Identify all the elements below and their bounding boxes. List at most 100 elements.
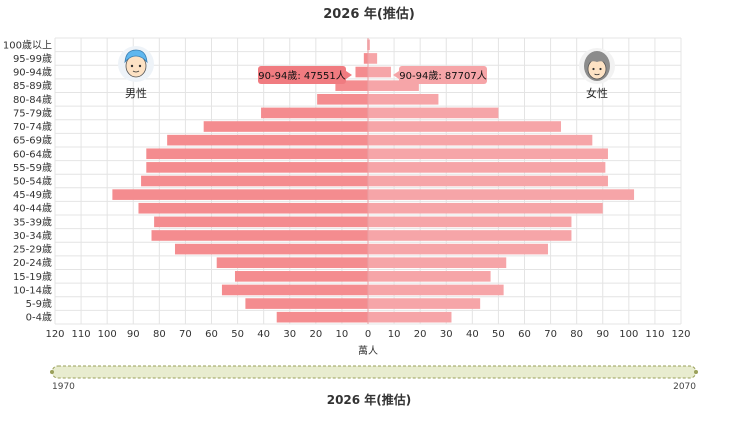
male-bar[interactable] xyxy=(276,311,368,323)
male-bar[interactable] xyxy=(146,162,368,173)
category-label: 40-44歲 xyxy=(13,202,52,215)
x-tick-label: 10 xyxy=(388,329,401,340)
male-bar[interactable] xyxy=(151,230,368,241)
female-bar[interactable] xyxy=(368,134,593,146)
x-tick-label: 60 xyxy=(518,329,531,340)
category-label: 0-4歲 xyxy=(26,311,52,324)
x-tick-label: 30 xyxy=(283,329,296,340)
legend-male-label: 男性 xyxy=(125,86,147,100)
female-bar[interactable] xyxy=(368,66,391,78)
female-bar[interactable] xyxy=(368,284,504,296)
male-bar[interactable] xyxy=(355,66,368,78)
female-bar[interactable] xyxy=(368,148,608,160)
female-bar[interactable] xyxy=(368,93,439,105)
x-tick-label: 10 xyxy=(336,329,349,340)
x-tick-label: 20 xyxy=(414,329,427,340)
x-tick-label: 70 xyxy=(544,329,557,340)
male-bar[interactable] xyxy=(317,93,368,105)
category-label: 85-89歲 xyxy=(13,79,52,92)
male-avatar-icon xyxy=(118,46,154,82)
x-tick-label: 40 xyxy=(257,329,270,340)
female-bar[interactable] xyxy=(368,39,370,51)
male-bar[interactable] xyxy=(141,175,368,187)
female-bar[interactable] xyxy=(368,216,572,228)
bottom-year-title: 2026 年(推估) xyxy=(327,392,412,407)
category-label: 30-34歲 xyxy=(13,229,52,242)
category-label: 80-84歲 xyxy=(13,93,52,106)
category-label: 100歲以上 xyxy=(3,38,52,51)
male-bar[interactable] xyxy=(167,134,368,146)
female-bar[interactable] xyxy=(368,257,507,269)
male-bar[interactable] xyxy=(146,148,368,160)
female-bar[interactable] xyxy=(368,271,491,282)
male-bar[interactable] xyxy=(335,80,368,91)
female-bar[interactable] xyxy=(368,230,572,241)
category-label: 65-69歲 xyxy=(13,134,52,147)
male-tooltip: 90-94歲: 47551人 xyxy=(258,66,352,84)
x-tick-label: 90 xyxy=(127,329,140,340)
x-tick-label: 90 xyxy=(596,329,609,340)
male-tooltip-text: 90-94歲: 47551人 xyxy=(258,69,345,82)
male-bar[interactable] xyxy=(154,216,368,228)
category-label: 95-99歲 xyxy=(13,52,52,65)
year-slider[interactable] xyxy=(50,365,698,379)
category-label: 70-74歲 xyxy=(13,120,52,133)
male-bar[interactable] xyxy=(221,284,368,296)
male-bar[interactable] xyxy=(138,202,368,214)
male-bar[interactable] xyxy=(203,121,368,132)
male-bar[interactable] xyxy=(174,243,368,255)
category-label: 75-79歲 xyxy=(13,106,52,119)
female-bar[interactable] xyxy=(368,162,606,173)
x-tick-label: 80 xyxy=(570,329,583,340)
female-bar[interactable] xyxy=(368,80,419,91)
male-bar[interactable] xyxy=(216,257,368,269)
category-label: 25-29歲 xyxy=(13,243,52,256)
female-bar[interactable] xyxy=(368,175,608,187)
female-bar[interactable] xyxy=(368,311,452,323)
category-label: 20-24歲 xyxy=(13,256,52,269)
x-axis-label: 萬人 xyxy=(358,344,378,357)
x-tick-label: 120 xyxy=(45,329,64,340)
x-tick-label: 100 xyxy=(619,329,638,340)
category-label: 90-94歲 xyxy=(13,66,52,79)
slider-track[interactable] xyxy=(51,365,697,379)
female-bar[interactable] xyxy=(368,298,481,309)
x-tick-label: 60 xyxy=(205,329,218,340)
male-bar[interactable] xyxy=(363,53,368,64)
category-label: 55-59歲 xyxy=(13,161,52,174)
female-bar[interactable] xyxy=(368,107,499,119)
female-bar[interactable] xyxy=(368,202,603,214)
category-label: 50-54歲 xyxy=(13,175,52,188)
male-bar[interactable] xyxy=(245,298,368,309)
male-bar[interactable] xyxy=(112,189,368,200)
legend-female-label: 女性 xyxy=(586,86,608,100)
female-bar[interactable] xyxy=(368,243,548,255)
category-label: 5-9歲 xyxy=(26,297,52,310)
male-bar[interactable] xyxy=(234,271,368,282)
female-bar[interactable] xyxy=(368,121,562,132)
slider-end-handle[interactable] xyxy=(694,370,698,374)
x-tick-label: 50 xyxy=(492,329,505,340)
slider-end-label: 2070 xyxy=(673,382,696,392)
bars-group xyxy=(112,38,635,324)
category-label: 45-49歲 xyxy=(13,188,52,201)
category-label: 60-64歲 xyxy=(13,147,52,160)
female-bar[interactable] xyxy=(368,189,635,200)
category-label: 10-14歲 xyxy=(13,283,52,296)
male-bar[interactable] xyxy=(261,107,368,119)
category-labels: 100歲以上95-99歲90-94歲85-89歲80-84歲75-79歲70-7… xyxy=(3,38,52,323)
chart-title: 2026 年(推估) xyxy=(323,6,415,22)
category-label: 35-39歲 xyxy=(13,215,52,228)
x-tick-label: 0 xyxy=(365,329,371,340)
x-tick-labels: 120 110 100 90 80 70 60 50 40 30 20 10 0 10 20 30 40 50 60… xyxy=(45,329,690,340)
female-bar[interactable] xyxy=(368,53,378,64)
x-tick-label: 100 xyxy=(98,329,117,340)
slider-start-label: 1970 xyxy=(52,382,75,392)
female-tooltip-text: 90-94歲: 87707人 xyxy=(399,69,486,82)
slider-start-handle[interactable] xyxy=(50,370,54,374)
x-tick-label: 30 xyxy=(440,329,453,340)
x-tick-label: 50 xyxy=(231,329,244,340)
x-tick-label: 70 xyxy=(179,329,192,340)
x-tick-label: 40 xyxy=(466,329,479,340)
